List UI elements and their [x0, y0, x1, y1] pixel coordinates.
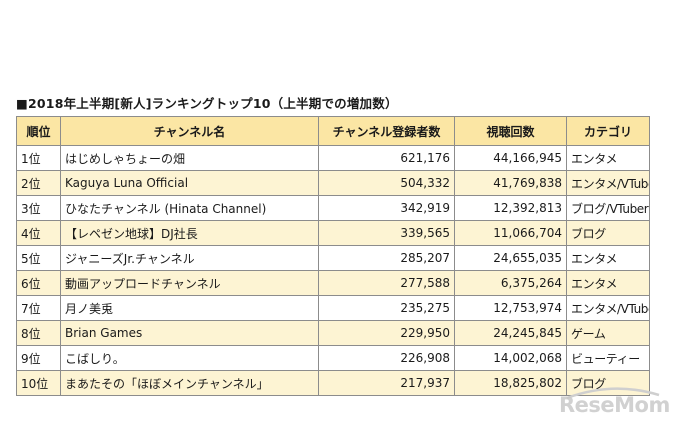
table-row: 2位 Kaguya Luna Official 504,332 41,769,8…	[16, 170, 650, 196]
category-cell: エンタメ	[566, 145, 650, 171]
category-cell: ブログ	[566, 370, 650, 396]
views-cell: 14,002,068	[454, 345, 567, 371]
category-cell: ビューティー	[566, 345, 650, 371]
watermark-text: ReseMom	[559, 393, 670, 417]
subscribers-cell: 342,919	[318, 195, 455, 221]
column-header-subscribers: チャンネル登録者数	[318, 116, 455, 146]
column-header-channel-name: チャンネル名	[60, 116, 319, 146]
rank-cell: 5位	[16, 245, 61, 271]
category-cell: エンタメ	[566, 245, 650, 271]
channel-name-cell: Kaguya Luna Official	[60, 170, 319, 196]
rank-cell: 6位	[16, 270, 61, 296]
channel-name-cell: 【レペゼン地球】DJ社長	[60, 220, 319, 246]
subscribers-cell: 285,207	[318, 245, 455, 271]
table-title: ■2018年上半期[新人]ランキングトップ10（上半期での増加数）	[16, 96, 398, 111]
table-row: 10位 まあたその「ほぼメインチャンネル」 217,937 18,825,802…	[16, 370, 650, 396]
table-row: 6位 動画アップロードチャンネル 277,588 6,375,264 エンタメ	[16, 270, 650, 296]
views-cell: 24,245,845	[454, 320, 567, 346]
table-row: 8位 Brian Games 229,950 24,245,845 ゲーム	[16, 320, 650, 346]
column-header-category: カテゴリ	[566, 116, 650, 146]
subscribers-cell: 339,565	[318, 220, 455, 246]
views-cell: 12,753,974	[454, 295, 567, 321]
category-cell: エンタメ/VTuber	[566, 170, 650, 196]
column-header-rank: 順位	[16, 116, 61, 146]
rank-cell: 1位	[16, 145, 61, 171]
channel-name-cell: まあたその「ほぼメインチャンネル」	[60, 370, 319, 396]
channel-name-cell: ひなたチャンネル (Hinata Channel)	[60, 195, 319, 221]
rank-cell: 2位	[16, 170, 61, 196]
logo-arc-icon	[566, 387, 660, 399]
channel-name-cell: 動画アップロードチャンネル	[60, 270, 319, 296]
category-cell: ゲーム	[566, 320, 650, 346]
table-row: 1位 はじめしゃちょーの畑 621,176 44,166,945 エンタメ	[16, 145, 650, 171]
subscribers-cell: 226,908	[318, 345, 455, 371]
category-cell: エンタメ	[566, 270, 650, 296]
table-row: 4位 【レペゼン地球】DJ社長 339,565 11,066,704 ブログ	[16, 220, 650, 246]
views-cell: 41,769,838	[454, 170, 567, 196]
channel-name-cell: ジャニーズJr.チャンネル	[60, 245, 319, 271]
channel-name-cell: こばしり。	[60, 345, 319, 371]
subscribers-cell: 217,937	[318, 370, 455, 396]
table-row: 9位 こばしり。 226,908 14,002,068 ビューティー	[16, 345, 650, 371]
table-row: 5位 ジャニーズJr.チャンネル 285,207 24,655,035 エンタメ	[16, 245, 650, 271]
views-cell: 6,375,264	[454, 270, 567, 296]
rank-cell: 7位	[16, 295, 61, 321]
column-header-views: 視聴回数	[454, 116, 567, 146]
views-cell: 11,066,704	[454, 220, 567, 246]
rank-cell: 8位	[16, 320, 61, 346]
views-cell: 44,166,945	[454, 145, 567, 171]
subscribers-cell: 229,950	[318, 320, 455, 346]
subscribers-cell: 621,176	[318, 145, 455, 171]
ranking-table: 順位 チャンネル名 チャンネル登録者数 視聴回数 カテゴリ 1位 はじめしゃちょ…	[16, 116, 650, 396]
subscribers-cell: 235,275	[318, 295, 455, 321]
channel-name-cell: Brian Games	[60, 320, 319, 346]
channel-name-cell: 月ノ美兎	[60, 295, 319, 321]
rank-cell: 4位	[16, 220, 61, 246]
table-header-row: 順位 チャンネル名 チャンネル登録者数 視聴回数 カテゴリ	[16, 116, 650, 146]
subscribers-cell: 504,332	[318, 170, 455, 196]
rank-cell: 9位	[16, 345, 61, 371]
category-cell: ブログ	[566, 220, 650, 246]
subscribers-cell: 277,588	[318, 270, 455, 296]
views-cell: 24,655,035	[454, 245, 567, 271]
resemom-watermark-logo: ReseMom	[559, 385, 670, 417]
views-cell: 18,825,802	[454, 370, 567, 396]
rank-cell: 10位	[16, 370, 61, 396]
table-row: 3位 ひなたチャンネル (Hinata Channel) 342,919 12,…	[16, 195, 650, 221]
channel-name-cell: はじめしゃちょーの畑	[60, 145, 319, 171]
rank-cell: 3位	[16, 195, 61, 221]
table-row: 7位 月ノ美兎 235,275 12,753,974 エンタメ/VTuber	[16, 295, 650, 321]
views-cell: 12,392,813	[454, 195, 567, 221]
category-cell: エンタメ/VTuber	[566, 295, 650, 321]
category-cell: ブログ/VTuber	[566, 195, 650, 221]
